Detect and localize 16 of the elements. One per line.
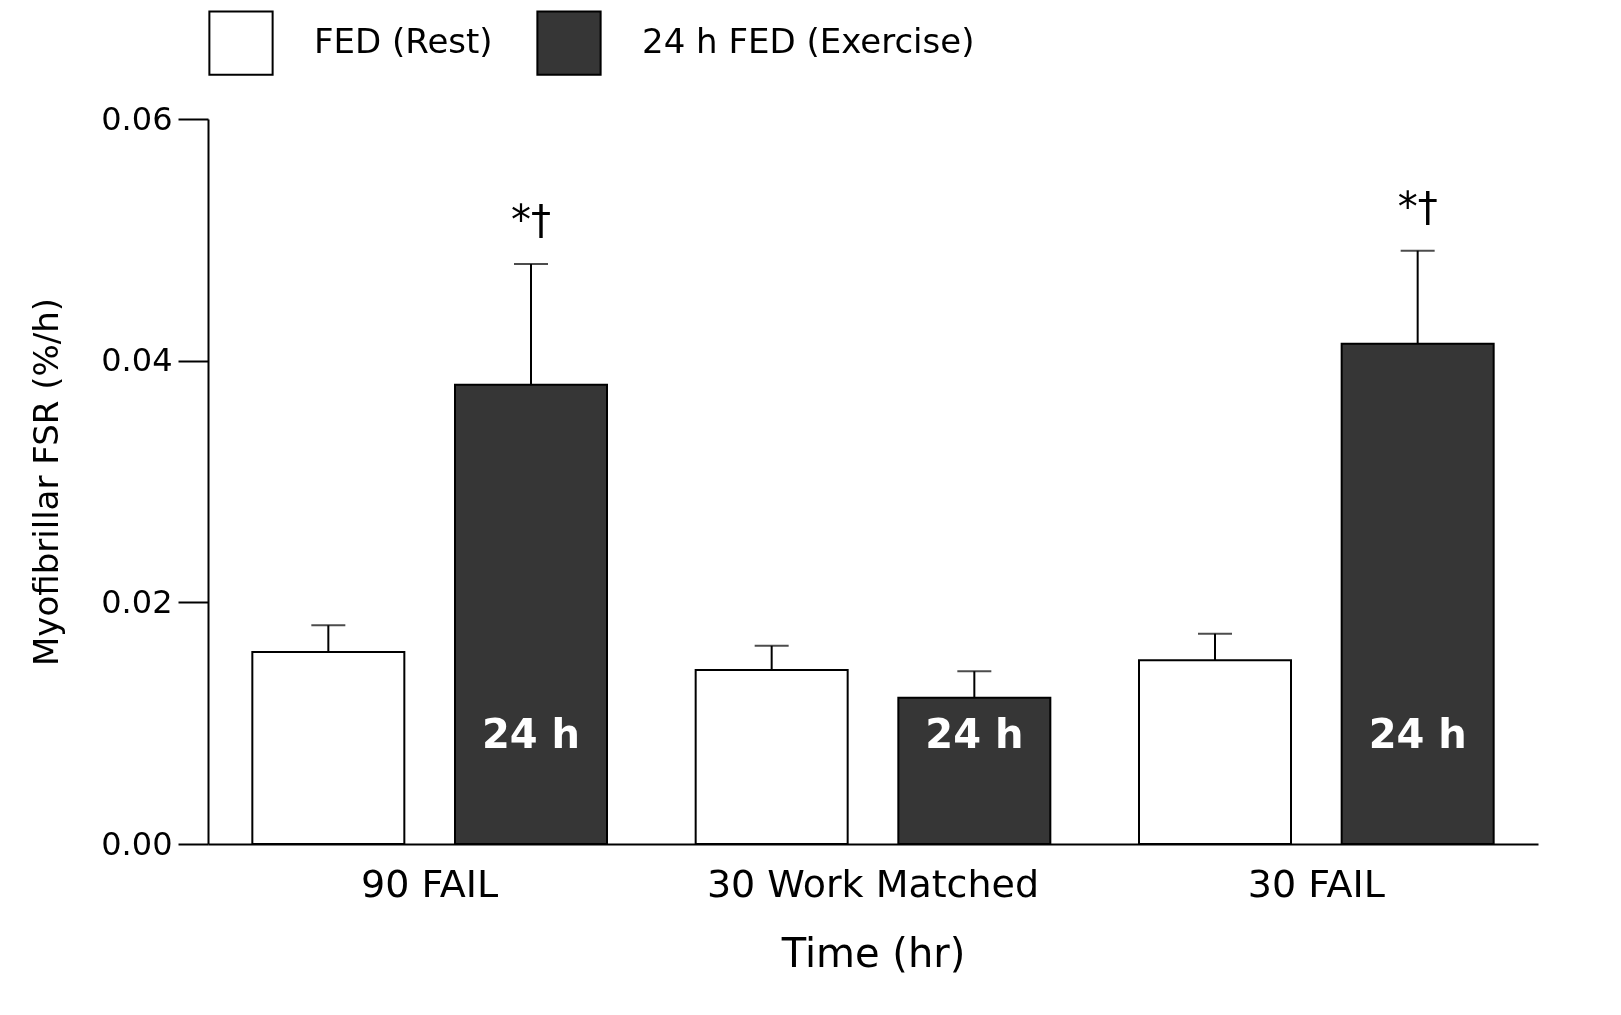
x-tick-label: 30 Work Matched [706, 861, 1040, 906]
annotation: *† [1397, 183, 1438, 230]
legend-label: FED (Rest) [314, 21, 493, 62]
legend-label: 24 h FED (Exercise) [642, 21, 975, 62]
x-tick-label: 30 FAIL [1247, 861, 1385, 906]
y-tick-label: 0.00 [101, 824, 173, 863]
annotation: *† [511, 197, 551, 243]
x-axis-title: Time (hr) [780, 929, 966, 976]
y-axis-title: Myofibrillar FSR (%/h) [26, 297, 67, 667]
y-tick-label: 0.06 [101, 99, 173, 138]
annotation: 24 h [481, 711, 581, 757]
y-tick-label: 0.02 [101, 582, 173, 621]
annotation: 24 h [1368, 711, 1467, 757]
y-tick-label: 0.04 [101, 341, 173, 380]
annotation: 24 h [925, 711, 1024, 757]
x-tick-label: 90 FAIL [361, 861, 499, 906]
